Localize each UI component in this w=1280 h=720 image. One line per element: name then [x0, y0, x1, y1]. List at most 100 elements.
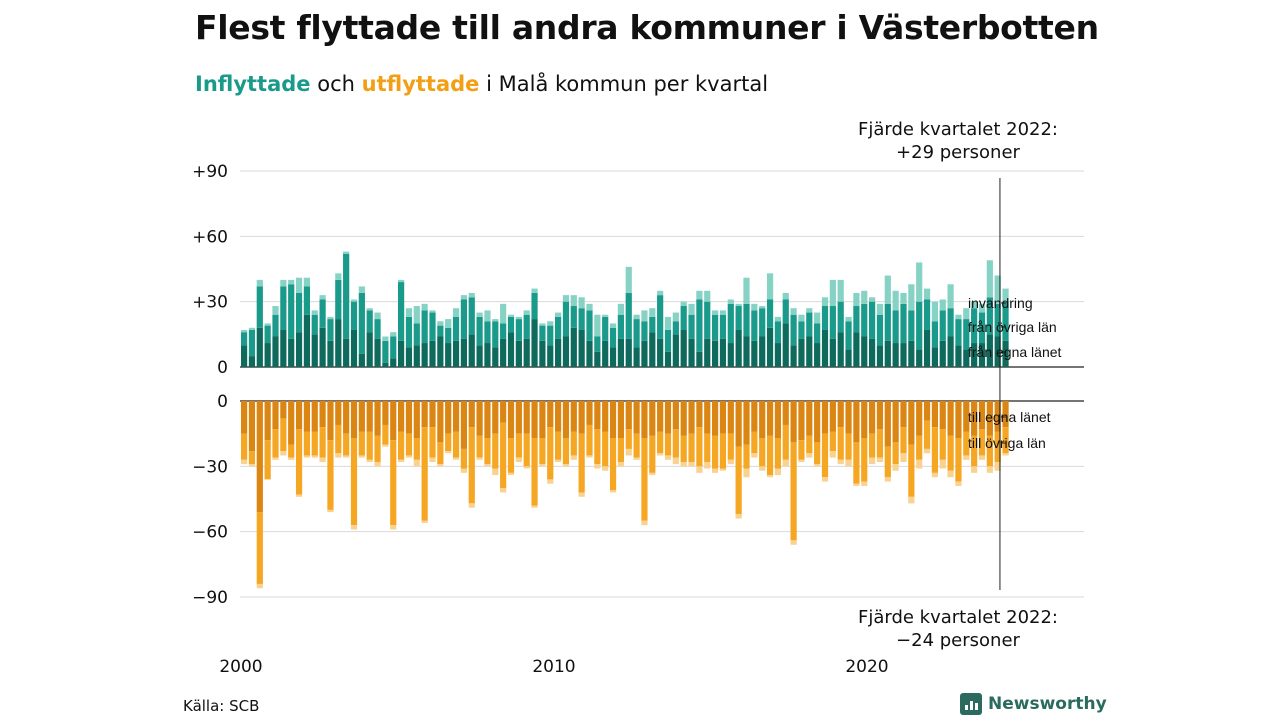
- bar-in-invandring: [531, 288, 538, 293]
- bar-in-egna: [366, 332, 373, 367]
- bar-in-egna: [696, 351, 703, 367]
- chart-title: Flest flyttade till andra kommuner i Väs…: [195, 8, 1099, 47]
- bar-out-utvandring: [908, 496, 915, 504]
- bar-in-invandring: [476, 312, 483, 317]
- bar-in-egna: [986, 334, 993, 367]
- bar-in-ovriga: [452, 316, 460, 341]
- bar-in-invandring: [931, 301, 938, 322]
- bar-in-invandring: [350, 299, 358, 302]
- bar-out-ovriga: [523, 433, 530, 467]
- bar-out-utvandring: [350, 525, 358, 530]
- bar-out-ovriga: [759, 438, 766, 467]
- bar-in-invandring: [460, 295, 467, 300]
- bar-out-egna: [390, 401, 397, 441]
- bar-out-egna: [672, 401, 679, 430]
- bar-in-ovriga: [986, 297, 993, 335]
- bar-out-egna: [476, 401, 483, 436]
- bar-in-ovriga: [358, 292, 365, 354]
- bar-in-invandring: [978, 303, 986, 313]
- bar-out-egna: [955, 401, 962, 439]
- bar-in-invandring: [790, 308, 797, 315]
- bar-out-ovriga: [390, 440, 397, 526]
- annotation-top-line1: Fjärde kvartalet 2022:: [857, 119, 1058, 140]
- x-tick-label: 2000: [219, 657, 262, 677]
- bar-out-egna: [782, 401, 789, 425]
- bar-in-ovriga: [641, 321, 648, 341]
- bar-in-ovriga: [609, 327, 617, 348]
- bar-in-egna: [594, 351, 601, 367]
- bar-in-invandring: [617, 303, 624, 315]
- bar-out-utvandring: [782, 459, 789, 467]
- bar-out-utvandring: [955, 481, 962, 486]
- bar-in-ovriga: [531, 292, 538, 320]
- bar-in-invandring: [445, 319, 452, 328]
- bar-in-ovriga: [939, 310, 946, 341]
- bar-in-egna: [735, 329, 742, 367]
- legend-label-bottom: till övriga län: [968, 435, 1046, 451]
- bar-in-ovriga: [884, 303, 891, 341]
- bar-in-ovriga: [594, 336, 601, 352]
- bar-out-ovriga: [288, 444, 295, 458]
- bar-out-ovriga: [735, 446, 742, 515]
- bar-out-ovriga: [923, 420, 931, 449]
- bar-in-invandring: [413, 306, 420, 324]
- bar-in-egna: [743, 336, 750, 367]
- bar-out-egna: [814, 401, 821, 443]
- bar-out-utvandring: [374, 461, 381, 467]
- bar-out-utvandring: [625, 448, 632, 456]
- bar-in-ovriga: [437, 325, 444, 337]
- bar-in-invandring: [429, 310, 436, 313]
- bar-out-utvandring: [507, 472, 515, 476]
- bar-out-ovriga: [547, 427, 554, 480]
- bar-in-invandring: [869, 297, 876, 302]
- bar-out-ovriga: [476, 435, 483, 458]
- bar-out-egna: [319, 401, 326, 428]
- bar-in-egna: [837, 332, 844, 367]
- bar-out-egna: [664, 401, 672, 434]
- bar-in-invandring: [806, 308, 813, 313]
- bar-out-ovriga: [327, 440, 334, 510]
- bar-in-ovriga: [900, 303, 907, 344]
- bar-out-egna: [358, 401, 365, 432]
- bar-out-utvandring: [751, 453, 758, 458]
- bar-in-egna: [774, 343, 781, 367]
- bar-out-ovriga: [633, 433, 640, 458]
- bar-out-ovriga: [452, 431, 460, 458]
- bar-out-ovriga: [468, 427, 475, 504]
- bar-out-ovriga: [884, 446, 891, 478]
- bar-out-egna: [704, 401, 711, 434]
- bar-in-ovriga: [688, 314, 695, 339]
- bar-out-utvandring: [515, 457, 522, 462]
- bar-out-utvandring: [688, 461, 695, 467]
- bar-out-ovriga: [876, 429, 884, 458]
- bar-in-ovriga: [374, 319, 381, 339]
- bar-in-ovriga: [766, 299, 774, 328]
- bar-out-egna: [460, 401, 467, 449]
- bar-out-utvandring: [531, 505, 538, 508]
- bar-in-ovriga: [892, 310, 899, 344]
- bar-in-invandring: [539, 323, 546, 326]
- bar-in-egna: [460, 338, 467, 367]
- bar-out-ovriga: [672, 429, 679, 458]
- bar-in-invandring: [241, 329, 248, 333]
- bar-in-egna: [908, 340, 915, 367]
- bar-in-egna: [798, 338, 805, 367]
- bar-out-ovriga: [798, 440, 805, 460]
- bar-out-ovriga: [869, 433, 876, 458]
- bar-in-ovriga: [947, 308, 954, 337]
- bar-out-egna: [994, 401, 1001, 432]
- bar-out-ovriga: [955, 438, 962, 482]
- bar-out-egna: [908, 401, 915, 445]
- bar-in-egna: [295, 332, 303, 367]
- bar-out-ovriga: [398, 431, 405, 460]
- bar-in-ovriga: [712, 314, 719, 341]
- bar-in-egna: [657, 338, 664, 367]
- bar-out-utvandring: [986, 466, 993, 473]
- bar-out-utvandring: [696, 466, 703, 473]
- bar-in-egna: [311, 334, 318, 367]
- bar-in-ovriga: [539, 325, 546, 341]
- bar-out-ovriga: [978, 429, 986, 456]
- bar-in-invandring: [955, 314, 962, 320]
- bar-in-ovriga: [288, 284, 295, 339]
- bar-out-utvandring: [555, 459, 562, 462]
